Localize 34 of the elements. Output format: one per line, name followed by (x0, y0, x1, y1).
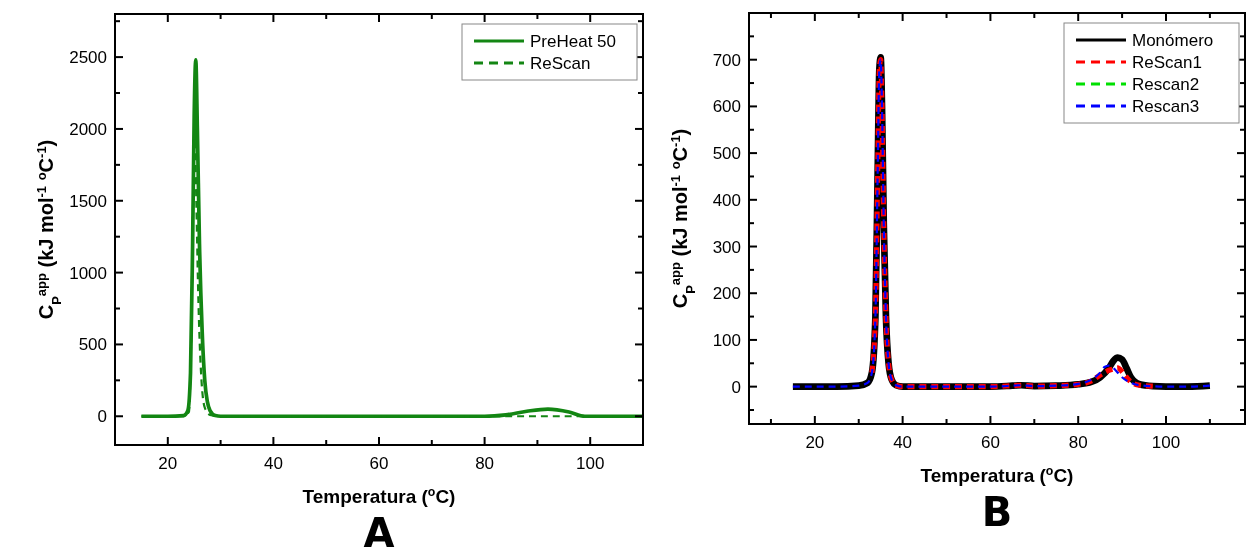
y-tick-label: 200 (712, 284, 741, 304)
x-tick-label: 60 (980, 433, 1000, 452)
legend-label: Monómero (1132, 31, 1214, 50)
text: A (363, 510, 395, 552)
x-tick-label: 40 (893, 433, 913, 452)
legend-label: ReScan (530, 54, 591, 73)
x-tick-label: 40 (263, 454, 283, 473)
legend-label: Rescan3 (1132, 97, 1200, 116)
y-tick-label: 1500 (69, 191, 107, 211)
x-tick-label: 60 (369, 454, 389, 473)
y-tick-label: 2000 (69, 119, 107, 139)
y-tick-label: 500 (78, 335, 107, 355)
y-tick-label: 2500 (69, 48, 107, 68)
y-tick-label: 300 (712, 237, 741, 257)
y-tick-label: 100 (712, 330, 741, 350)
legend-label: Rescan2 (1132, 75, 1200, 94)
y-tick-label: 600 (712, 97, 741, 117)
text: B (981, 489, 1013, 535)
x-tick-label: 20 (158, 454, 178, 473)
y-tick-label: 500 (712, 144, 741, 164)
x-tick-label: 80 (475, 454, 495, 473)
x-axis-title: Temperatura ($^{o}$C) (920, 464, 1074, 486)
x-tick-label: 100 (1151, 433, 1181, 452)
x-tick-label: 100 (576, 454, 605, 473)
y-tick-label: 0 (731, 377, 741, 397)
y-tick-label: 400 (712, 190, 741, 210)
x-axis-title: Temperatura ($^{o}$C) (302, 485, 456, 507)
legend-label: PreHeat 50 (530, 32, 616, 51)
y-tick-label: 700 (712, 50, 741, 70)
y-tick-label: 1000 (69, 263, 107, 283)
legend-label: ReScan1 (1132, 53, 1202, 72)
x-tick-label: 80 (1068, 433, 1088, 452)
x-tick-label: 20 (805, 433, 825, 452)
y-tick-label: 0 (97, 407, 107, 427)
